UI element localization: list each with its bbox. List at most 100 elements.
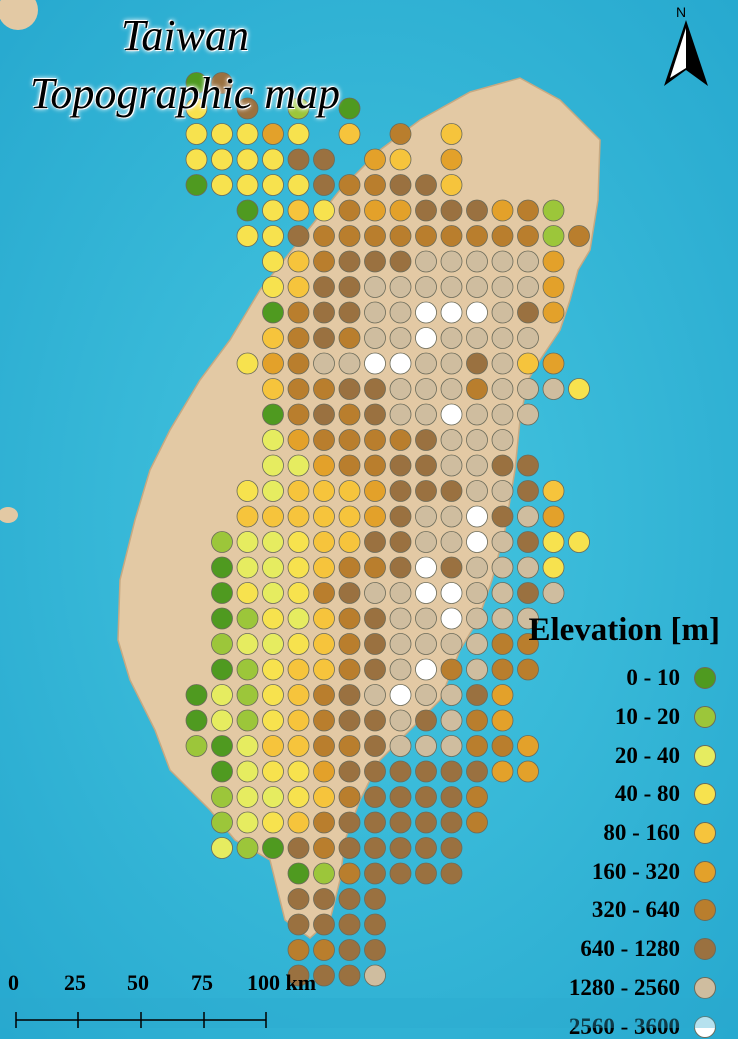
legend-row: 20 - 40 — [500, 736, 730, 775]
elevation-dot — [415, 174, 437, 196]
elevation-dot — [517, 582, 539, 604]
elevation-dot — [517, 531, 539, 553]
elevation-dot — [542, 250, 565, 273]
elevation-dot — [236, 352, 259, 375]
elevation-dot — [466, 429, 488, 451]
elevation-dot — [415, 429, 437, 451]
elevation-dot — [491, 378, 514, 400]
elevation-dot — [517, 760, 539, 783]
elevation-dot — [211, 174, 233, 196]
elevation-dot — [440, 582, 463, 604]
elevation-dot — [364, 556, 386, 579]
elevation-dot — [466, 684, 488, 706]
elevation-dot — [517, 633, 539, 655]
elevation-dot — [415, 480, 437, 502]
elevation-dot — [415, 837, 437, 859]
elevation-dot — [364, 735, 386, 757]
elevation-dot — [287, 250, 310, 273]
elevation-dot — [211, 582, 233, 604]
elevation-dot — [364, 301, 386, 324]
legend-label: 10 - 20 — [614, 704, 680, 730]
elevation-dot — [440, 607, 463, 630]
elevation-dot — [440, 735, 463, 757]
elevation-dot — [211, 684, 233, 706]
elevation-dot — [287, 505, 310, 528]
elevation-dot — [211, 811, 233, 834]
elevation-dot — [313, 225, 335, 247]
elevation-dot — [568, 531, 590, 553]
elevation-dot — [236, 811, 259, 834]
elevation-dot — [364, 199, 386, 222]
elevation-dot — [389, 276, 412, 298]
elevation-dot — [389, 760, 412, 783]
elevation-dot — [466, 760, 488, 783]
elevation-dot — [364, 531, 386, 553]
legend-swatch — [694, 1015, 716, 1038]
elevation-dot — [389, 454, 412, 477]
elevation-dot — [517, 352, 539, 375]
elevation-dot — [211, 607, 233, 630]
elevation-dot — [389, 148, 412, 171]
elevation-dot — [338, 378, 361, 400]
elevation-dot — [338, 862, 361, 885]
elevation-dot — [364, 352, 386, 375]
elevation-dot — [542, 378, 565, 400]
elevation-dot — [389, 811, 412, 834]
elevation-dot — [262, 505, 284, 528]
elevation-dot — [389, 607, 412, 630]
elevation-dot — [517, 327, 539, 349]
elevation-dot — [415, 454, 437, 477]
elevation-dot — [313, 607, 335, 630]
elevation-dot — [466, 378, 488, 400]
elevation-dot — [185, 123, 208, 145]
elevation-dot — [262, 403, 284, 426]
elevation-dot — [415, 276, 437, 298]
elevation-dot — [313, 760, 335, 783]
elevation-dot — [415, 709, 437, 732]
elevation-dot — [236, 97, 259, 120]
elevation-dot — [287, 684, 310, 706]
elevation-dot — [466, 480, 488, 502]
elevation-dot — [338, 811, 361, 834]
elevation-dot — [364, 174, 386, 196]
elevation-dot — [389, 199, 412, 222]
elevation-dot — [313, 811, 335, 834]
elevation-dot — [517, 225, 539, 247]
elevation-dot — [491, 658, 514, 681]
elevation-dot — [415, 862, 437, 885]
elevation-dot — [338, 505, 361, 528]
elevation-dot — [542, 352, 565, 375]
elevation-dot — [262, 760, 284, 783]
elevation-dot — [211, 837, 233, 859]
elevation-dot — [313, 480, 335, 502]
legend-row: 0 - 10 — [500, 659, 730, 698]
elevation-dot — [211, 735, 233, 757]
elevation-dot — [262, 199, 284, 222]
elevation-dot — [415, 301, 437, 324]
elevation-dot — [338, 939, 361, 961]
elevation-dot — [517, 607, 539, 630]
elevation-dot — [415, 684, 437, 706]
elevation-dot — [313, 531, 335, 553]
elevation-dot — [338, 837, 361, 859]
elevation-dot — [389, 174, 412, 196]
elevation-dot — [466, 582, 488, 604]
elevation-dot — [211, 148, 233, 171]
elevation-dot — [491, 454, 514, 477]
map-title-line1: Taiwan — [120, 11, 249, 60]
elevation-dot — [517, 301, 539, 324]
elevation-dot — [568, 378, 590, 400]
elevation-dot — [262, 123, 284, 145]
elevation-dot — [338, 276, 361, 298]
elevation-dot — [262, 250, 284, 273]
elevation-dot — [389, 862, 412, 885]
elevation-dot — [389, 684, 412, 706]
scale-label-0: 0 — [8, 970, 19, 995]
elevation-dot — [440, 276, 463, 298]
island-small-west — [0, 507, 18, 523]
elevation-dot — [211, 658, 233, 681]
elevation-dot — [185, 174, 208, 196]
elevation-dot — [211, 633, 233, 655]
elevation-dot — [287, 276, 310, 298]
elevation-dot — [287, 174, 310, 196]
